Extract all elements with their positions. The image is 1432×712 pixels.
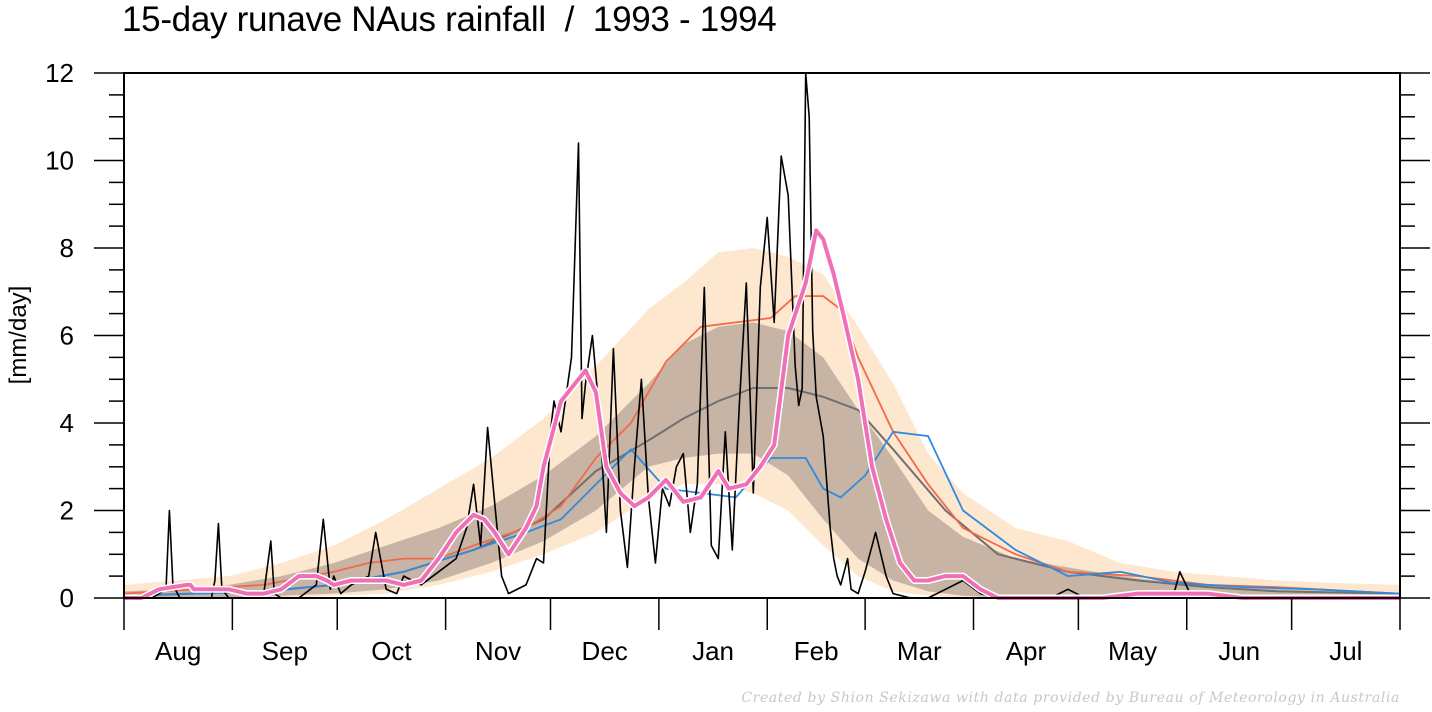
x-month-label: Mar (897, 636, 942, 666)
chart-title: 15-day runave NAus rainfall / 1993 - 199… (122, 0, 777, 39)
inner-band-area (124, 322, 1400, 598)
x-month-label: Jan (692, 636, 734, 666)
mean-line (123, 295, 1401, 595)
y-tick-label: 4 (60, 408, 74, 438)
y-tick-label: 8 (60, 233, 74, 263)
x-month-label: Oct (371, 636, 412, 666)
x-axis: Aug Sep Oct Nov Dec Jan Feb Mar Apr May Jun Jul (123, 598, 1401, 666)
x-month-label: Nov (475, 636, 521, 666)
y-axis: 0 2 4 6 8 10 12 (45, 58, 1430, 613)
x-month-label: Aug (155, 636, 201, 666)
y-tick-label: 6 (60, 321, 74, 351)
x-month-label: May (1108, 636, 1157, 666)
x-month-label: Dec (582, 636, 628, 666)
x-month-label: Sep (262, 636, 308, 666)
x-month-label: Feb (794, 636, 839, 666)
y-tick-label: 10 (45, 146, 74, 176)
x-month-label: Jul (1329, 636, 1362, 666)
uncertainty-bands (124, 248, 1400, 598)
credit-text: Created by Shion Sekizawa with data prov… (741, 690, 1400, 706)
y-tick-label: 0 (60, 583, 74, 613)
y-tick-label: 12 (45, 58, 74, 88)
x-month-label: Apr (1006, 636, 1047, 666)
y-axis-label: [mm/day] (5, 286, 32, 385)
y-tick-label: 2 (60, 496, 74, 526)
x-month-label: Jun (1218, 636, 1260, 666)
